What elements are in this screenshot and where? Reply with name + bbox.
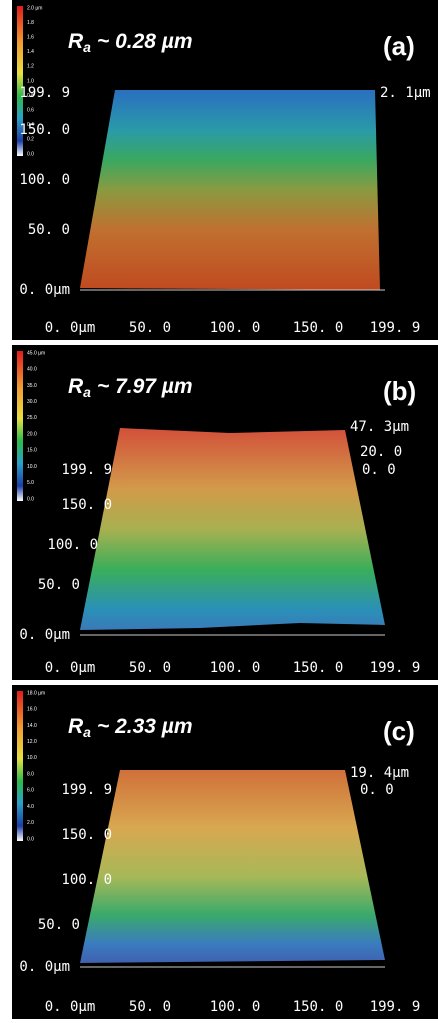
y-axis-label: 0. 0µm [19,959,70,975]
colorbar-tick-label: 16.0 [27,707,37,713]
z-axis-label: 0. 0 [362,462,396,478]
ra-subscript: a [83,39,91,55]
x-axis-label: 199. 9 [370,999,421,1015]
colorbar-tick-label: 0.0 [27,836,34,842]
y-axis-label: 50. 0 [38,917,80,933]
ra-value: ~ 0.28 µm [97,30,193,53]
colorbar-tick-label: 45.0 µm [27,350,45,356]
x-axis-label: 100. 0 [210,999,261,1015]
x-axis-label: 50. 0 [129,320,171,336]
colorbar-tick-label: 40.0 [27,367,37,373]
surface [80,770,385,963]
ra-subscript: a [83,724,91,740]
x-axis-label: 50. 0 [129,660,171,676]
panel: 45.0 µm 40.0 35.0 30.0 25.0 20.0 15.0 10.0 5.0 0.… [12,345,438,680]
x-axis-label: 0. 0µm [45,660,96,676]
y-axis-label: 100. 0 [47,537,98,553]
z-axis-label: 47. 3µm [350,419,409,435]
z-axis-label: 2. 1µm [380,85,431,101]
z-axis-label: 20. 0 [360,444,402,460]
x-axis-label: 199. 9 [370,320,421,336]
ra-symbol: R [68,375,84,398]
colorbar-tick-label: 25.0 [27,415,37,421]
y-axis-label: 199. 9 [61,782,112,798]
colorbar-tick-label: 30.0 [27,399,37,405]
page: 2.0 µm1.81.61.41.21.00.80.60.40.20.0Ra~ … [0,0,438,1023]
y-axis-label: 0. 0µm [19,627,70,643]
colorbar-tick-label: 8.0 [27,771,34,777]
y-axis-label: 150. 0 [61,827,112,843]
y-axis-label: 100. 0 [61,872,112,888]
y-axis-label: 50. 0 [28,222,70,238]
x-axis-label: 100. 0 [210,320,261,336]
colorbar-tick-label: 10.0 [27,464,37,470]
x-axis-label: 0. 0µm [45,999,96,1015]
panel: 2.0 µm1.81.61.41.21.00.80.60.40.20.0Ra~ … [12,0,438,340]
ra-subscript: a [83,384,91,400]
x-axis-label: 0. 0µm [45,320,96,336]
colorbar-tick-label: 0.0 [27,151,34,157]
z-axis-label: 0. 0 [360,782,394,798]
z-axis-label: 19. 4µm [350,765,409,781]
colorbar-tick-label: 2.0 µm [27,5,42,11]
ra-symbol: R [68,715,84,738]
ra-value: ~ 2.33 µm [97,715,193,738]
colorbar-tick-label: 1.4 [27,49,34,55]
colorbar-tick-label: 1.6 [27,35,34,41]
colorbar-tick-label: 5.0 [27,480,34,486]
ra-value: ~ 7.97 µm [97,375,193,398]
colorbar-tick-label: 2.0 [27,820,34,826]
figure: 2.0 µm1.81.61.41.21.00.80.60.40.20.0Ra~ … [0,0,438,1019]
ra-symbol: R [68,30,84,53]
colorbar-tick-label: 1.8 [27,20,34,26]
colorbar-tick-label: 12.0 [27,739,37,745]
colorbar [17,691,23,841]
y-axis-label: 150. 0 [19,122,70,138]
colorbar-tick-label: 18.0 µm [27,690,45,696]
y-axis-label: 0. 0µm [19,282,70,298]
colorbar-tick-label: 4.0 [27,804,34,810]
y-axis-label: 50. 0 [38,577,80,593]
x-axis-label: 150. 0 [293,320,344,336]
colorbar-tick-label: 15.0 [27,448,37,454]
colorbar-tick-label: 35.0 [27,383,37,389]
colorbar-tick-label: 1.0 [27,78,34,84]
surface [80,90,380,290]
x-axis-label: 50. 0 [129,999,171,1015]
colorbar-tick-label: 0.0 [27,496,34,502]
panel-label: (a) [383,31,415,61]
panel-label: (b) [383,376,416,406]
x-axis-label: 150. 0 [293,660,344,676]
panel: 18.0 µm 16.0 14.0 12.0 10.0 8.0 6.0 4.0 2.0 0.0 Ra… [12,685,438,1019]
colorbar-tick-label: 6.0 [27,788,34,794]
y-axis-label: 199. 9 [19,85,70,101]
colorbar-tick-label: 1.2 [27,64,34,70]
y-axis-label: 100. 0 [19,172,70,188]
x-axis-label: 199. 9 [370,660,421,676]
colorbar-tick-label: 10.0 [27,755,37,761]
colorbar-tick-label: 14.0 [27,723,37,729]
surface [80,428,385,630]
colorbar-tick-label: 0.6 [27,108,34,114]
y-axis-label: 150. 0 [61,497,112,513]
y-axis-label: 199. 9 [61,462,112,478]
x-axis-label: 100. 0 [210,660,261,676]
x-axis-label: 150. 0 [293,999,344,1015]
colorbar-tick-label: 20.0 [27,431,37,437]
colorbar [17,351,23,501]
panel-label: (c) [383,716,415,746]
